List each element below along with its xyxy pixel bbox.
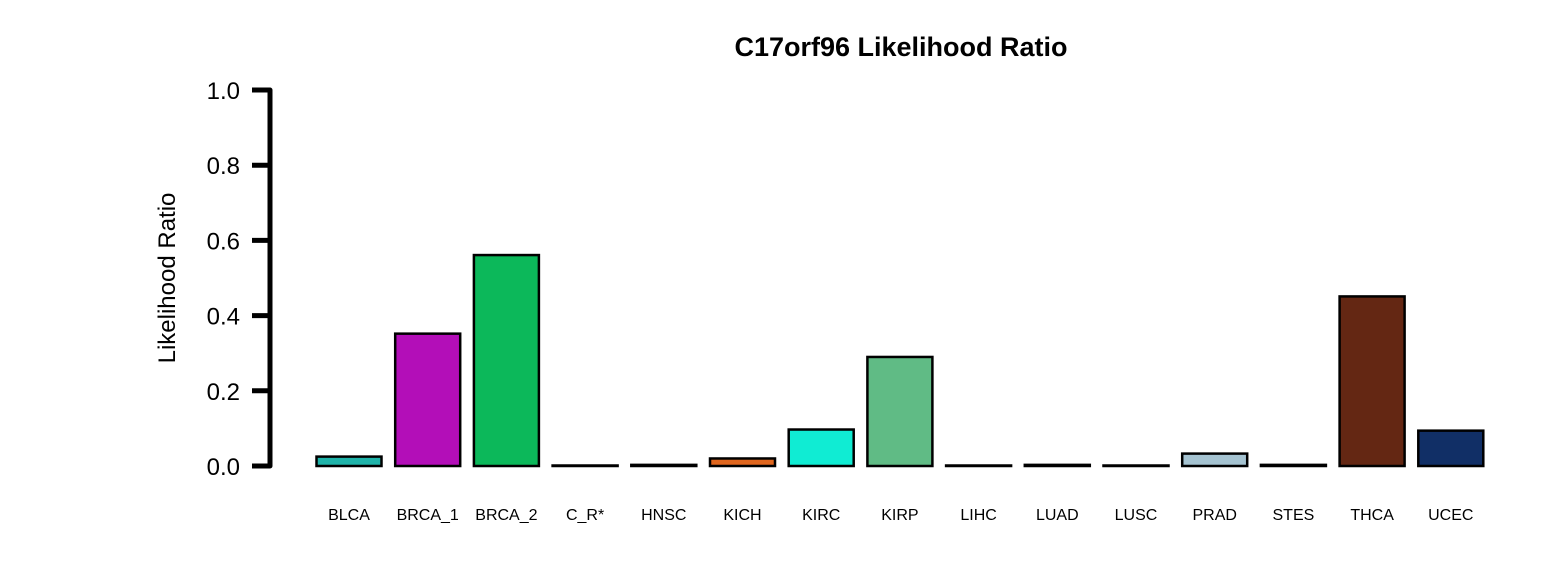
bar-c-r: [551, 464, 619, 468]
y-tick-label: 0.8: [207, 153, 240, 180]
bar-kirp: [866, 355, 934, 468]
x-tick-label: C_R*: [566, 507, 604, 524]
x-tick-label: LUSC: [1115, 507, 1158, 524]
y-tick-label: 0.2: [207, 379, 240, 406]
bar-ucec: [1417, 429, 1485, 468]
x-tick-label: HNSC: [641, 507, 686, 524]
bar-luad: [1023, 463, 1092, 468]
bar-hnsc: [630, 463, 698, 468]
x-tick-label: STES: [1273, 507, 1315, 524]
x-tick-label: UCEC: [1428, 507, 1473, 524]
bar-blca: [315, 455, 383, 468]
bar-brca-2: [472, 253, 541, 468]
bar-prad: [1180, 452, 1249, 468]
x-tick-label: LUAD: [1036, 507, 1079, 524]
x-tick-label: BRCA_1: [397, 507, 459, 524]
bar-kirc: [787, 428, 855, 468]
x-tick-label: BRCA_2: [475, 507, 537, 524]
y-tick-label: 1.0: [207, 78, 240, 105]
x-tick-label: PRAD: [1192, 507, 1236, 524]
x-tick-label: KIRC: [802, 507, 840, 524]
x-axis-tick-labels: BLCA BRCA_1 BRCA_2 C_R* HNSC KICH KIRC KIRP LIHC…: [328, 507, 1473, 524]
bar-lihc: [944, 464, 1013, 468]
x-tick-label: BLCA: [328, 507, 370, 524]
y-tick-label: 0.0: [207, 454, 240, 481]
chart-title: C17orf96 Likelihood Ratio: [734, 32, 1067, 62]
x-tick-label: LIHC: [960, 507, 996, 524]
y-axis-ticks: 0.0 0.2 0.4 0.6 0.8 1.0: [207, 78, 270, 481]
y-tick-label: 0.6: [207, 228, 240, 255]
bar-lusc: [1102, 464, 1170, 468]
bar-brca-1: [393, 332, 462, 468]
x-tick-label: THCA: [1350, 507, 1394, 524]
x-tick-label: KIRP: [881, 507, 918, 524]
x-tick-label: KICH: [723, 507, 761, 524]
y-tick-label: 0.4: [207, 304, 240, 331]
bars: [315, 253, 1485, 468]
bar-thca: [1338, 295, 1406, 468]
bar-kich: [708, 457, 777, 468]
y-axis-label: Likelihood Ratio: [154, 193, 181, 364]
bar-stes: [1259, 463, 1328, 468]
